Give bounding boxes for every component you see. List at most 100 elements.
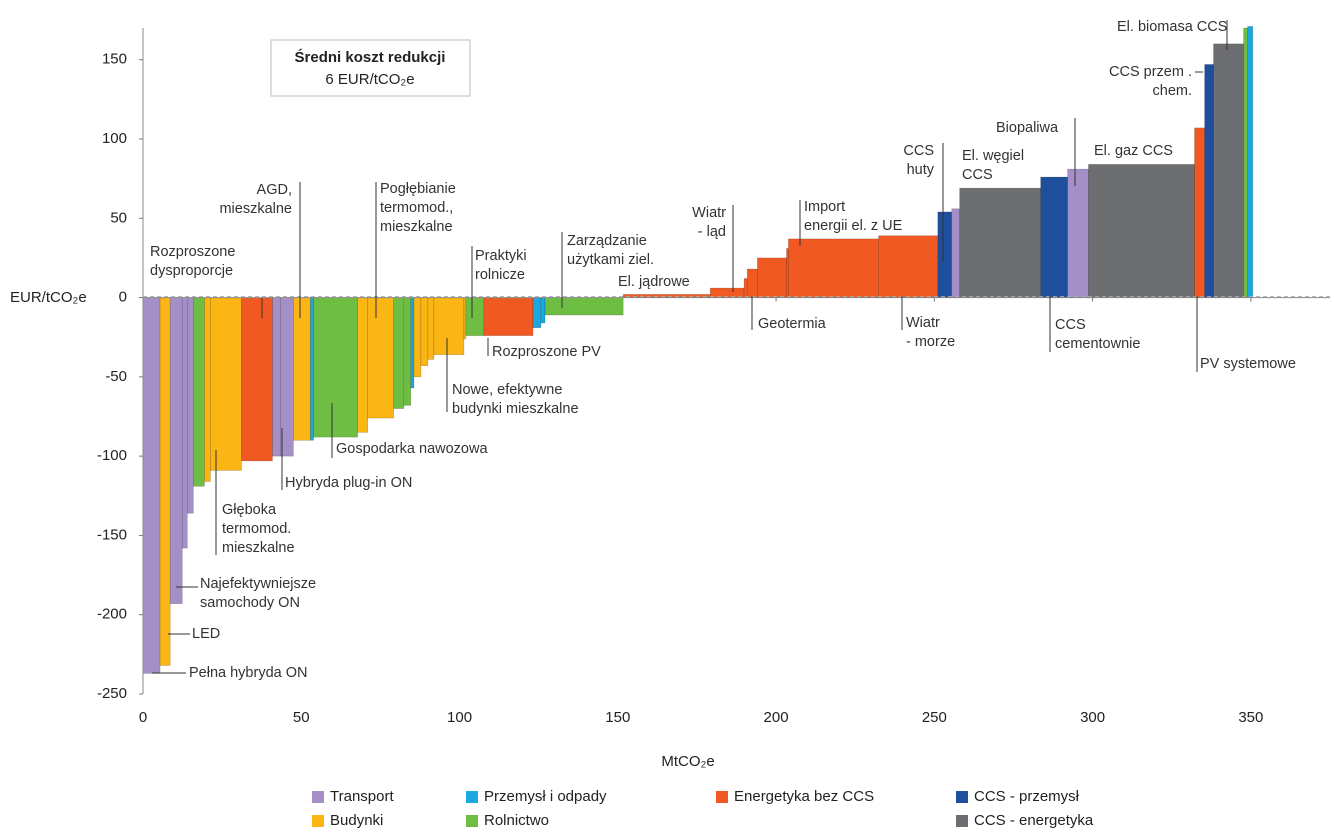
legend-label: Energetyka bez CCS [734,788,874,805]
annotation: huty [907,162,935,178]
bar [951,208,960,298]
bar [413,297,422,378]
annotation: mieszkalne [219,201,292,217]
bar [878,235,939,298]
x-tick-label: 200 [764,709,789,726]
legend-swatch [956,791,968,803]
annotation: chem. [1153,83,1193,99]
annotation: dysproporcje [150,263,233,279]
bar [181,297,188,549]
bar [357,297,369,433]
bar [410,297,415,389]
annotation: Hybryda plug-in ON [285,475,412,491]
annotation: El. biomasa CCS [1117,19,1227,35]
bar [959,187,1041,298]
bar [532,297,542,329]
bar [293,297,311,441]
annotation: Biopaliwa [996,120,1059,136]
annotation: termomod., [380,200,453,216]
y-tick-label: -200 [97,606,127,623]
bar [1204,64,1214,298]
x-tick-label: 100 [447,709,472,726]
bar [433,297,465,355]
box-value: 6 EUR/tCO₂e [325,71,414,88]
average-box [270,39,471,97]
bar [483,297,534,336]
bar [367,297,394,419]
annotation: Rozproszone [150,244,235,260]
bar [1243,27,1249,298]
x-tick-label: 250 [922,709,947,726]
bar [937,211,953,298]
bar [1213,43,1244,298]
y-tick-label: -50 [105,368,127,385]
annotation: Gospodarka nawozowa [336,441,488,457]
annotation: Nowe, efektywne [452,382,562,398]
annotation: mieszkalne [380,219,453,235]
bar [1088,164,1195,298]
legend-label: Rolnictwo [484,812,549,829]
x-axis-label: MtCO₂e [661,753,714,770]
annotation: Zarządzanie [567,233,647,249]
bar [1194,127,1205,298]
annotation: AGD, [257,182,292,198]
annotation: Geotermia [758,316,827,332]
bar [241,297,273,462]
annotation: CCS [903,143,934,159]
annotation: Rozproszone PV [492,344,601,360]
annotation: mieszkalne [222,540,295,556]
box-title: Średni koszt redukcji [295,48,446,66]
bar [310,297,314,441]
annotation: Głęboka [222,502,277,518]
y-tick-label: 100 [102,130,127,147]
bar [746,268,758,298]
annotation: termomod. [222,521,291,537]
bar [1040,176,1068,298]
x-tick-label: 0 [139,709,147,726]
annotation: Wiatr [906,315,940,331]
bar [193,297,205,487]
annotation: - morze [906,334,955,350]
bar [187,297,194,514]
y-tick-label: 150 [102,51,127,68]
annotation: - ląd [698,224,726,240]
y-axis-label: EUR/tCO₂e [10,289,87,306]
legend-label: CCS - przemysł [974,788,1080,805]
bar [393,297,405,409]
bar [313,297,358,438]
legend-label: Transport [330,788,394,805]
legend-label: Przemysł i odpady [484,788,607,805]
bar [757,257,787,298]
annotation: El. jądrowe [618,274,690,290]
annotation: Najefektywniejsze [200,576,316,592]
x-tick-label: 50 [293,709,310,726]
bar [403,297,412,406]
annotation: Wiatr [692,205,726,221]
annotation: cementownie [1055,336,1140,352]
annotation: CCS przem . [1109,64,1192,80]
x-tick-label: 300 [1080,709,1105,726]
bar [788,238,879,298]
y-tick-label: 50 [110,209,127,226]
bar [743,278,748,298]
bar [204,297,211,482]
annotation: Praktyki [475,248,527,264]
y-tick-label: -250 [97,685,127,702]
legend-swatch [956,815,968,827]
bar [427,297,435,360]
annotation: El. węgiel [962,148,1024,164]
x-tick-label: 150 [605,709,630,726]
annotation: CCS [1055,317,1086,333]
bar [1067,168,1089,298]
x-tick-label: 350 [1238,709,1263,726]
legend-swatch [466,815,478,827]
annotation: rolnicze [475,267,525,283]
bar [159,297,171,666]
legend-swatch [466,791,478,803]
bar [169,297,183,604]
bar [465,297,485,336]
annotation: El. gaz CCS [1094,143,1173,159]
legend-swatch [312,815,324,827]
annotation: CCS [962,167,993,183]
legend-label: CCS - energetyka [974,812,1094,829]
